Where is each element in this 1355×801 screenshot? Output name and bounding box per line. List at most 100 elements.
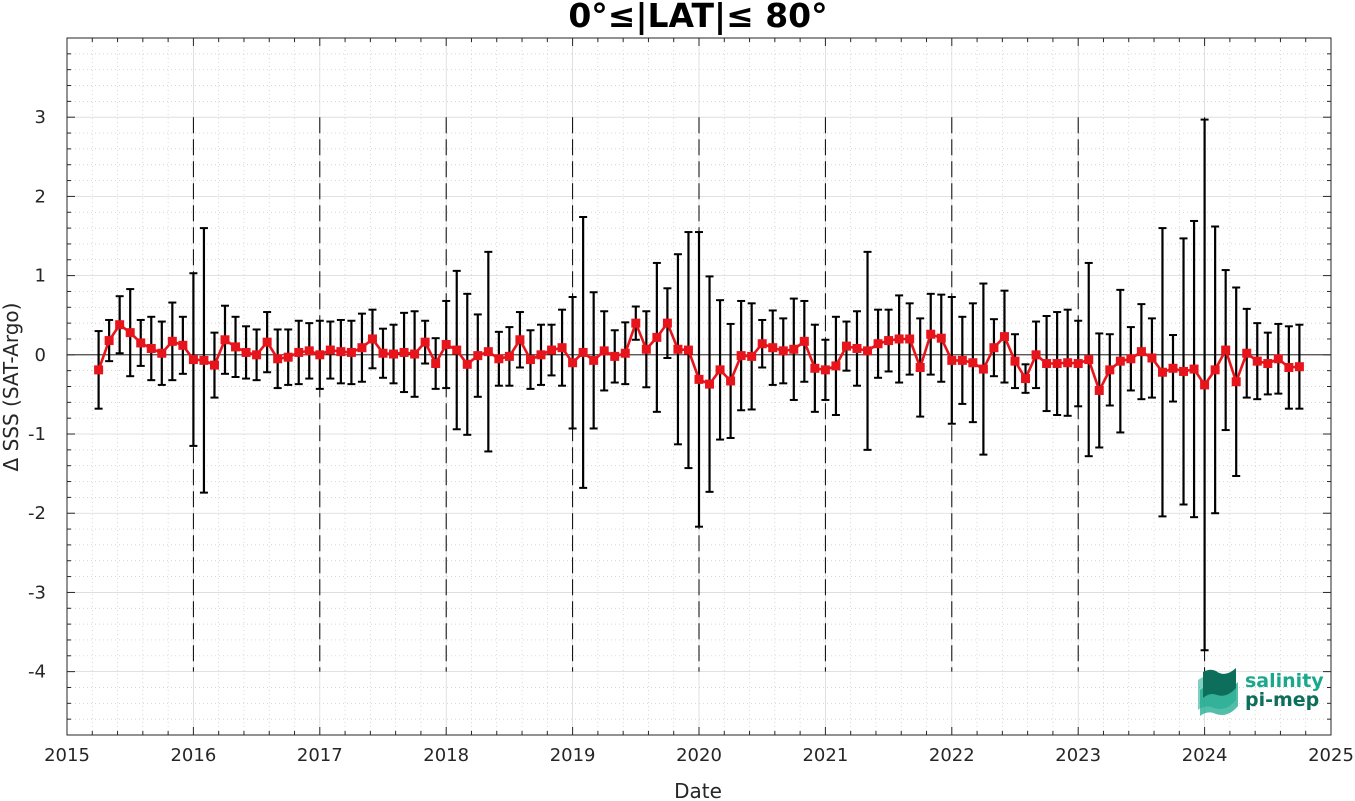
data-point (294, 347, 304, 357)
logo-waves-icon (1198, 668, 1238, 716)
data-point (441, 340, 451, 350)
data-point (188, 355, 198, 365)
axis-ticks: 2015 2016 2017 2018 2019 2020 2021 2022 2023 2024… (28, 37, 1354, 766)
x-tick-label: 2015 (44, 745, 90, 766)
data-point (947, 355, 957, 365)
data-point (357, 343, 367, 353)
data-point (820, 365, 830, 375)
data-point (863, 346, 873, 356)
y-tick-label: 0 (35, 345, 46, 366)
data-point (915, 362, 925, 372)
data-point (694, 374, 704, 384)
data-point (1252, 356, 1262, 366)
data-point (262, 337, 272, 347)
y-axis-label: Δ SSS (SAT-Argo) (0, 303, 23, 472)
data-point (336, 347, 346, 357)
data-point (125, 328, 135, 338)
y-tick-label: 3 (35, 107, 46, 128)
data-point (146, 343, 156, 353)
data-point (483, 347, 493, 357)
data-point (968, 358, 978, 368)
logo-text-line2: pi-mep (1245, 689, 1319, 711)
data-point (715, 365, 725, 375)
data-point (1200, 380, 1210, 390)
data-point (736, 351, 746, 361)
x-tick-label: 2018 (423, 745, 469, 766)
data-point (304, 346, 314, 356)
data-point (610, 351, 620, 361)
data-point (852, 343, 862, 353)
data-point (315, 350, 325, 360)
data-point (747, 351, 757, 361)
data-point (536, 350, 546, 360)
x-tick-label: 2021 (802, 745, 848, 766)
data-point (1063, 358, 1073, 368)
data-point (1284, 362, 1294, 372)
data-point (1179, 366, 1189, 376)
data-point (1010, 356, 1020, 366)
data-point (757, 339, 767, 349)
data-point (568, 358, 578, 368)
data-point (926, 329, 936, 339)
data-point (389, 349, 399, 359)
data-point (462, 359, 472, 369)
data-point (894, 334, 904, 344)
data-point (115, 320, 125, 330)
data-point (599, 346, 609, 356)
data-point (378, 348, 388, 358)
data-point (1157, 367, 1167, 377)
data-point (452, 345, 462, 355)
data-point (283, 352, 293, 362)
data-point (1263, 359, 1273, 369)
data-point (936, 333, 946, 343)
data-point (673, 344, 683, 354)
data-point (515, 335, 525, 345)
data-point (273, 354, 283, 364)
data-point (810, 363, 820, 373)
data-point (1273, 354, 1283, 364)
x-tick-label: 2019 (550, 745, 596, 766)
data-point (1294, 362, 1304, 372)
data-point (1084, 355, 1094, 365)
data-point (957, 355, 967, 365)
data-point (231, 342, 241, 352)
data-point (1094, 385, 1104, 395)
x-tick-label: 2017 (297, 745, 343, 766)
data-point (157, 348, 167, 358)
y-tick-label: -4 (28, 662, 46, 683)
data-point (578, 347, 588, 357)
data-point (1052, 359, 1062, 369)
x-tick-label: 2025 (1308, 745, 1354, 766)
data-point (1136, 347, 1146, 357)
data-point (778, 346, 788, 356)
data-point (1031, 350, 1041, 360)
logo-text-line1: salinity (1245, 670, 1324, 692)
data-point (199, 355, 209, 365)
data-point (683, 345, 693, 355)
data-point (905, 334, 915, 344)
x-tick-label: 2023 (1055, 745, 1101, 766)
data-point (1021, 374, 1031, 384)
data-point (789, 344, 799, 354)
data-point (1073, 359, 1083, 369)
data-point (1126, 354, 1136, 364)
salinity-pi-mep-logo: salinity pi-mep (1198, 668, 1324, 716)
data-point (494, 354, 504, 364)
data-point (525, 355, 535, 365)
data-point (1231, 377, 1241, 387)
y-tick-label: -1 (28, 424, 46, 445)
data-point (431, 359, 441, 369)
data-point (1210, 365, 1220, 375)
data-point (252, 350, 262, 360)
data-point (1115, 356, 1125, 366)
x-tick-label: 2020 (676, 745, 722, 766)
data-point (94, 365, 104, 375)
data-point (1189, 364, 1199, 374)
data-point (652, 332, 662, 342)
x-axis-label: Date (674, 779, 722, 801)
y-tick-label: 2 (35, 186, 46, 207)
chart-title: 0°≤|LAT|≤ 80° (568, 0, 827, 35)
data-point (136, 338, 146, 348)
data-point (504, 351, 514, 361)
data-point (1105, 365, 1115, 375)
